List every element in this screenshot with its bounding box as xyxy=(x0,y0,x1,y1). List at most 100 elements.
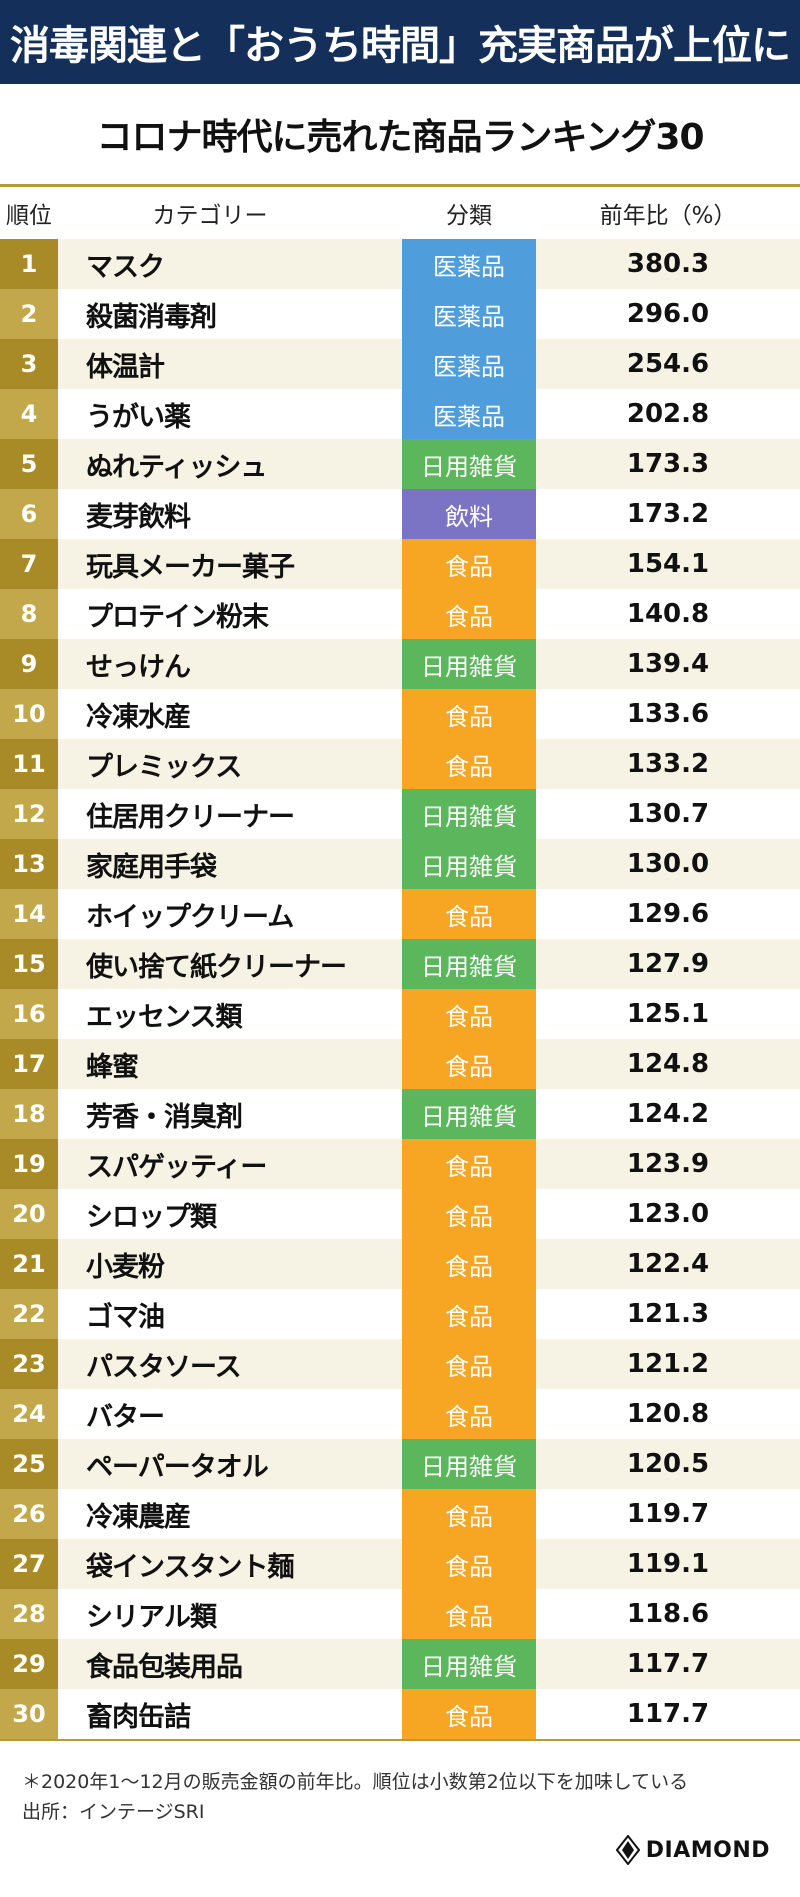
footnote-note: ＊2020年1〜12月の販売金額の前年比。順位は小数第2位以下を加味している xyxy=(22,1771,689,1793)
rank-cell: 2 xyxy=(0,289,58,339)
rank-cell: 28 xyxy=(0,1589,58,1639)
rank-cell: 30 xyxy=(0,1689,58,1739)
diamond-logo: DIAMOND xyxy=(615,1835,770,1865)
yoy-cell: 125.1 xyxy=(626,999,710,1029)
category-cell: マスク xyxy=(86,251,165,283)
category-cell: プレミックス xyxy=(86,751,242,783)
table-row: 13 家庭用手袋 日用雑貨 130.0 xyxy=(0,839,800,889)
category-cell: 畜肉缶詰 xyxy=(86,1701,191,1733)
class-cell: 食品 xyxy=(402,1189,536,1239)
class-cell: 食品 xyxy=(402,539,536,589)
subtitle: コロナ時代に売れた商品ランキング30 xyxy=(0,84,800,184)
table-row: 8 プロテイン粉末 食品 140.8 xyxy=(0,589,800,639)
rank-cell: 12 xyxy=(0,789,58,839)
class-cell: 日用雑貨 xyxy=(402,439,536,489)
category-cell: パスタソース xyxy=(86,1351,242,1383)
rank-cell: 3 xyxy=(0,339,58,389)
category-cell: ホイップクリーム xyxy=(86,901,294,933)
class-cell: 食品 xyxy=(402,1239,536,1289)
table-body: 1 マスク 医薬品 380.3 2 殺菌消毒剤 医薬品 296.0 3 体温計 医薬品 254.6 4 う… xyxy=(0,239,800,1741)
table-row: 28 シリアル類 食品 118.6 xyxy=(0,1589,800,1639)
header-class: 分類 xyxy=(446,203,492,229)
yoy-cell: 122.4 xyxy=(626,1249,710,1279)
class-cell: 日用雑貨 xyxy=(402,1639,536,1689)
rank-cell: 7 xyxy=(0,539,58,589)
rank-cell: 17 xyxy=(0,1039,58,1089)
rank-cell: 4 xyxy=(0,389,58,439)
table-row: 9 せっけん 日用雑貨 139.4 xyxy=(0,639,800,689)
rank-cell: 24 xyxy=(0,1389,58,1439)
yoy-cell: 121.2 xyxy=(626,1349,710,1379)
category-cell: 体温計 xyxy=(86,351,165,383)
table-row: 20 シロップ類 食品 123.0 xyxy=(0,1189,800,1239)
subtitle-text: コロナ時代に売れた商品ランキング30 xyxy=(96,117,704,158)
table-row: 4 うがい薬 医薬品 202.8 xyxy=(0,389,800,439)
rank-cell: 27 xyxy=(0,1539,58,1589)
table-row: 18 芳香・消臭剤 日用雑貨 124.2 xyxy=(0,1089,800,1139)
category-cell: 芳香・消臭剤 xyxy=(86,1101,243,1133)
yoy-cell: 119.7 xyxy=(626,1499,710,1529)
yoy-cell: 202.8 xyxy=(626,399,710,429)
yoy-cell: 121.3 xyxy=(626,1299,710,1329)
category-cell: 小麦粉 xyxy=(86,1251,165,1283)
rank-cell: 19 xyxy=(0,1139,58,1189)
table-row: 26 冷凍農産 食品 119.7 xyxy=(0,1489,800,1539)
table-row: 17 蜂蜜 食品 124.8 xyxy=(0,1039,800,1089)
yoy-cell: 154.1 xyxy=(626,549,710,579)
category-cell: シリアル類 xyxy=(86,1601,217,1633)
rank-cell: 9 xyxy=(0,639,58,689)
category-cell: ゴマ油 xyxy=(86,1301,165,1333)
rank-cell: 10 xyxy=(0,689,58,739)
yoy-cell: 127.9 xyxy=(626,949,710,979)
table-row: 5 ぬれティッシュ 日用雑貨 173.3 xyxy=(0,439,800,489)
category-cell: 麦芽飲料 xyxy=(86,501,191,533)
header-yoy: 前年比（%） xyxy=(599,203,737,229)
yoy-cell: 120.8 xyxy=(626,1399,710,1429)
table-row: 14 ホイップクリーム 食品 129.6 xyxy=(0,889,800,939)
class-cell: 日用雑貨 xyxy=(402,789,536,839)
class-cell: 日用雑貨 xyxy=(402,1089,536,1139)
rank-cell: 8 xyxy=(0,589,58,639)
table-row: 6 麦芽飲料 飲料 173.2 xyxy=(0,489,800,539)
yoy-cell: 133.6 xyxy=(626,699,710,729)
rank-cell: 29 xyxy=(0,1639,58,1689)
class-cell: 日用雑貨 xyxy=(402,639,536,689)
table-row: 22 ゴマ油 食品 121.3 xyxy=(0,1289,800,1339)
headline: 消毒関連と「おうち時間」充実商品が上位に xyxy=(10,23,791,69)
rank-cell: 23 xyxy=(0,1339,58,1389)
class-cell: 医薬品 xyxy=(402,389,536,439)
table-row: 16 エッセンス類 食品 125.1 xyxy=(0,989,800,1039)
category-cell: シロップ類 xyxy=(86,1201,217,1233)
class-cell: 食品 xyxy=(402,689,536,739)
rank-cell: 6 xyxy=(0,489,58,539)
class-cell: 医薬品 xyxy=(402,239,536,289)
category-cell: 食品包装用品 xyxy=(86,1651,243,1683)
rank-cell: 26 xyxy=(0,1489,58,1539)
table-row: 27 袋インスタント麺 食品 119.1 xyxy=(0,1539,800,1589)
category-cell: 玩具メーカー菓子 xyxy=(86,551,295,583)
category-cell: ペーパータオル xyxy=(86,1451,269,1483)
table-row: 21 小麦粉 食品 122.4 xyxy=(0,1239,800,1289)
class-cell: 医薬品 xyxy=(402,339,536,389)
table-row: 3 体温計 医薬品 254.6 xyxy=(0,339,800,389)
header-category: カテゴリー xyxy=(152,203,268,229)
table-row: 25 ペーパータオル 日用雑貨 120.5 xyxy=(0,1439,800,1489)
ranking-table: 順位 カテゴリー 分類 前年比（%） 1 マスク 医薬品 380.3 2 殺菌消毒剤 医薬品… xyxy=(0,187,800,1741)
class-cell: 日用雑貨 xyxy=(402,939,536,989)
logo-text: DIAMOND xyxy=(645,1837,770,1863)
footnote-source: 出所：インテージSRI xyxy=(22,1801,205,1823)
yoy-cell: 139.4 xyxy=(626,649,710,679)
class-cell: 食品 xyxy=(402,1039,536,1089)
class-cell: 食品 xyxy=(402,1289,536,1339)
rank-cell: 13 xyxy=(0,839,58,889)
diamond-icon xyxy=(615,1835,640,1865)
yoy-cell: 119.1 xyxy=(626,1549,710,1579)
table-row: 19 スパゲッティー 食品 123.9 xyxy=(0,1139,800,1189)
category-cell: スパゲッティー xyxy=(86,1151,267,1183)
class-cell: 食品 xyxy=(402,1689,536,1739)
yoy-cell: 117.7 xyxy=(626,1699,710,1729)
class-cell: 食品 xyxy=(402,739,536,789)
rank-cell: 20 xyxy=(0,1189,58,1239)
category-cell: 殺菌消毒剤 xyxy=(86,301,217,333)
table-row: 29 食品包装用品 日用雑貨 117.7 xyxy=(0,1639,800,1689)
